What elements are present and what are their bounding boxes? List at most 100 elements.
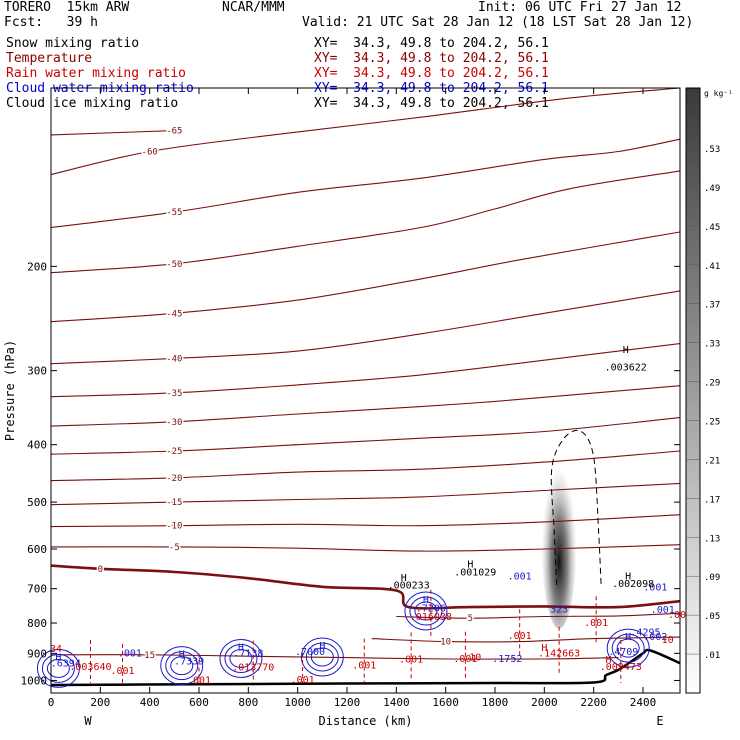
cloud-water-max-marker: H <box>319 641 325 652</box>
colorbar-label: .21 <box>704 456 720 466</box>
colorbar-label: .29 <box>704 379 720 389</box>
rain-water-label: .001 <box>291 675 315 686</box>
model-title: TORERO 15km ARW <box>4 0 130 15</box>
cloud-water-contour <box>224 643 258 673</box>
cloud-water-label: .7206 <box>416 604 446 615</box>
y-tick-label: 400 <box>27 439 47 452</box>
temperature-contour <box>50 385 681 427</box>
x-tick-label: 2200 <box>580 696 607 709</box>
y-axis-label: Pressure (hPa) <box>3 340 17 441</box>
cloud-water-max-marker: H <box>423 595 429 606</box>
colorbar-label: .45 <box>704 223 720 233</box>
snow-label: .000233 <box>388 581 430 592</box>
center-label: NCAR/MMM <box>222 0 285 15</box>
xy-line-temperature: XY= 34.3, 49.8 to 204.2, 56.1 <box>314 51 549 66</box>
cloud-water-contour <box>616 638 640 658</box>
x-tick-label: 1200 <box>334 696 361 709</box>
temperature-contour <box>50 564 681 610</box>
cloud-water-max-marker: H <box>179 650 185 661</box>
cloud-water-contour <box>41 653 75 683</box>
cloud-water-max-marker: H <box>625 632 631 643</box>
rain-water-max-marker: H <box>541 643 547 654</box>
colorbar-label: .53 <box>704 145 720 155</box>
cloud-water-contour <box>611 633 645 663</box>
rain-water-label: .142663 <box>538 649 580 660</box>
y-tick-label: 900 <box>27 647 47 660</box>
cloud-water-label: .4709 <box>608 647 638 658</box>
x-tick-label: 600 <box>189 696 209 709</box>
temperature-contour-label: -10 <box>166 522 182 532</box>
y-tick-label: 200 <box>27 260 47 273</box>
east-direction-label: E <box>656 714 663 728</box>
colorbar-label: .37 <box>704 301 720 311</box>
xy-line-rain: XY= 34.3, 49.8 to 204.2, 56.1 <box>314 66 549 81</box>
rain-water-label: .001 <box>352 661 376 672</box>
field-name-rain: Rain water mixing ratio <box>6 66 187 81</box>
temperature-contour-label: -60 <box>142 148 158 158</box>
rain-water-label: .001 <box>584 618 608 629</box>
temperature-contour-label: -20 <box>166 474 182 484</box>
temperature-contour <box>50 170 681 274</box>
temperature-contour <box>50 544 681 552</box>
temperature-contour-label: -45 <box>166 309 182 319</box>
temperature-contour <box>371 636 681 643</box>
field-name-snow: Snow mixing ratio <box>6 36 140 51</box>
cloud-water-label: .001 <box>643 583 667 594</box>
x-tick-label: 2000 <box>531 696 558 709</box>
valid-time: Valid: 21 UTC Sat 28 Jan 12 (18 LST Sat … <box>302 15 694 30</box>
y-tick-label: 800 <box>27 617 47 630</box>
temperature-contour-label: -35 <box>166 389 182 399</box>
cloud-water-contour <box>606 628 650 668</box>
rain-water-max-marker: H <box>605 655 611 666</box>
temperature-contour-label: -25 <box>166 447 182 457</box>
rain-water-label: .001 <box>453 654 477 665</box>
forecast-hour: Fcst: 39 h <box>4 15 98 30</box>
y-tick-label: 500 <box>27 496 47 509</box>
cloud-water-max-marker: H <box>55 652 61 663</box>
x-tick-label: 0 <box>48 696 55 709</box>
cloud-water-contour <box>305 642 339 672</box>
snow-label: .002098 <box>612 579 654 590</box>
temperature-contour-label: 0 <box>98 565 103 575</box>
colorbar-label: .49 <box>704 184 720 194</box>
field-name-temperature: Temperature <box>6 51 93 66</box>
snow-max-marker: H <box>467 560 473 571</box>
temperature-contour <box>50 138 681 229</box>
cloud-water-contour <box>160 646 204 686</box>
temperature-contour-label: 5 <box>468 614 473 624</box>
colorbar-unit: g kg⁻¹ <box>704 89 733 98</box>
cloud-ice-shading <box>541 438 578 629</box>
cloud-water-contour <box>36 648 80 688</box>
y-tick-label: 1000 <box>21 674 48 687</box>
colorbar-label: .09 <box>704 573 720 583</box>
x-tick-label: 1800 <box>482 696 509 709</box>
cloud-water-label: .002 <box>643 632 667 643</box>
cloud-water-label: .6394 <box>51 659 81 670</box>
x-tick-label: 200 <box>90 696 110 709</box>
temperature-contour-label: -65 <box>166 127 182 137</box>
x-tick-label: 400 <box>140 696 160 709</box>
x-tick-label: 1600 <box>432 696 459 709</box>
field-name-cloud-ice: Cloud ice mixing ratio <box>6 96 179 111</box>
x-tick-label: 800 <box>238 696 258 709</box>
temperature-contour-label: -15 <box>166 498 182 508</box>
temperature-contour-label: -30 <box>166 418 182 428</box>
temperature-contour-label: -5 <box>169 543 180 553</box>
temperature-contour-label: 10 <box>440 638 451 648</box>
colorbar-label: .25 <box>704 418 720 428</box>
cloud-water-label: .4295 <box>630 628 660 639</box>
cloud-water-contour <box>165 651 199 681</box>
temperature-contour <box>50 87 681 176</box>
cloud-water-contour <box>414 601 438 621</box>
x-axis-label: Distance (km) <box>319 714 413 728</box>
temperature-contour <box>50 417 681 455</box>
rain-water-label: .001 <box>110 666 134 677</box>
temperature-contour-label: 15 <box>144 651 155 661</box>
x-tick-label: 1400 <box>383 696 410 709</box>
temperature-contour <box>50 290 681 365</box>
temperature-contour-label: -50 <box>166 260 182 270</box>
colorbar-label: .41 <box>704 262 720 272</box>
temperature-contour-label: -55 <box>166 208 182 218</box>
rain-water-label: .001 <box>399 654 423 665</box>
